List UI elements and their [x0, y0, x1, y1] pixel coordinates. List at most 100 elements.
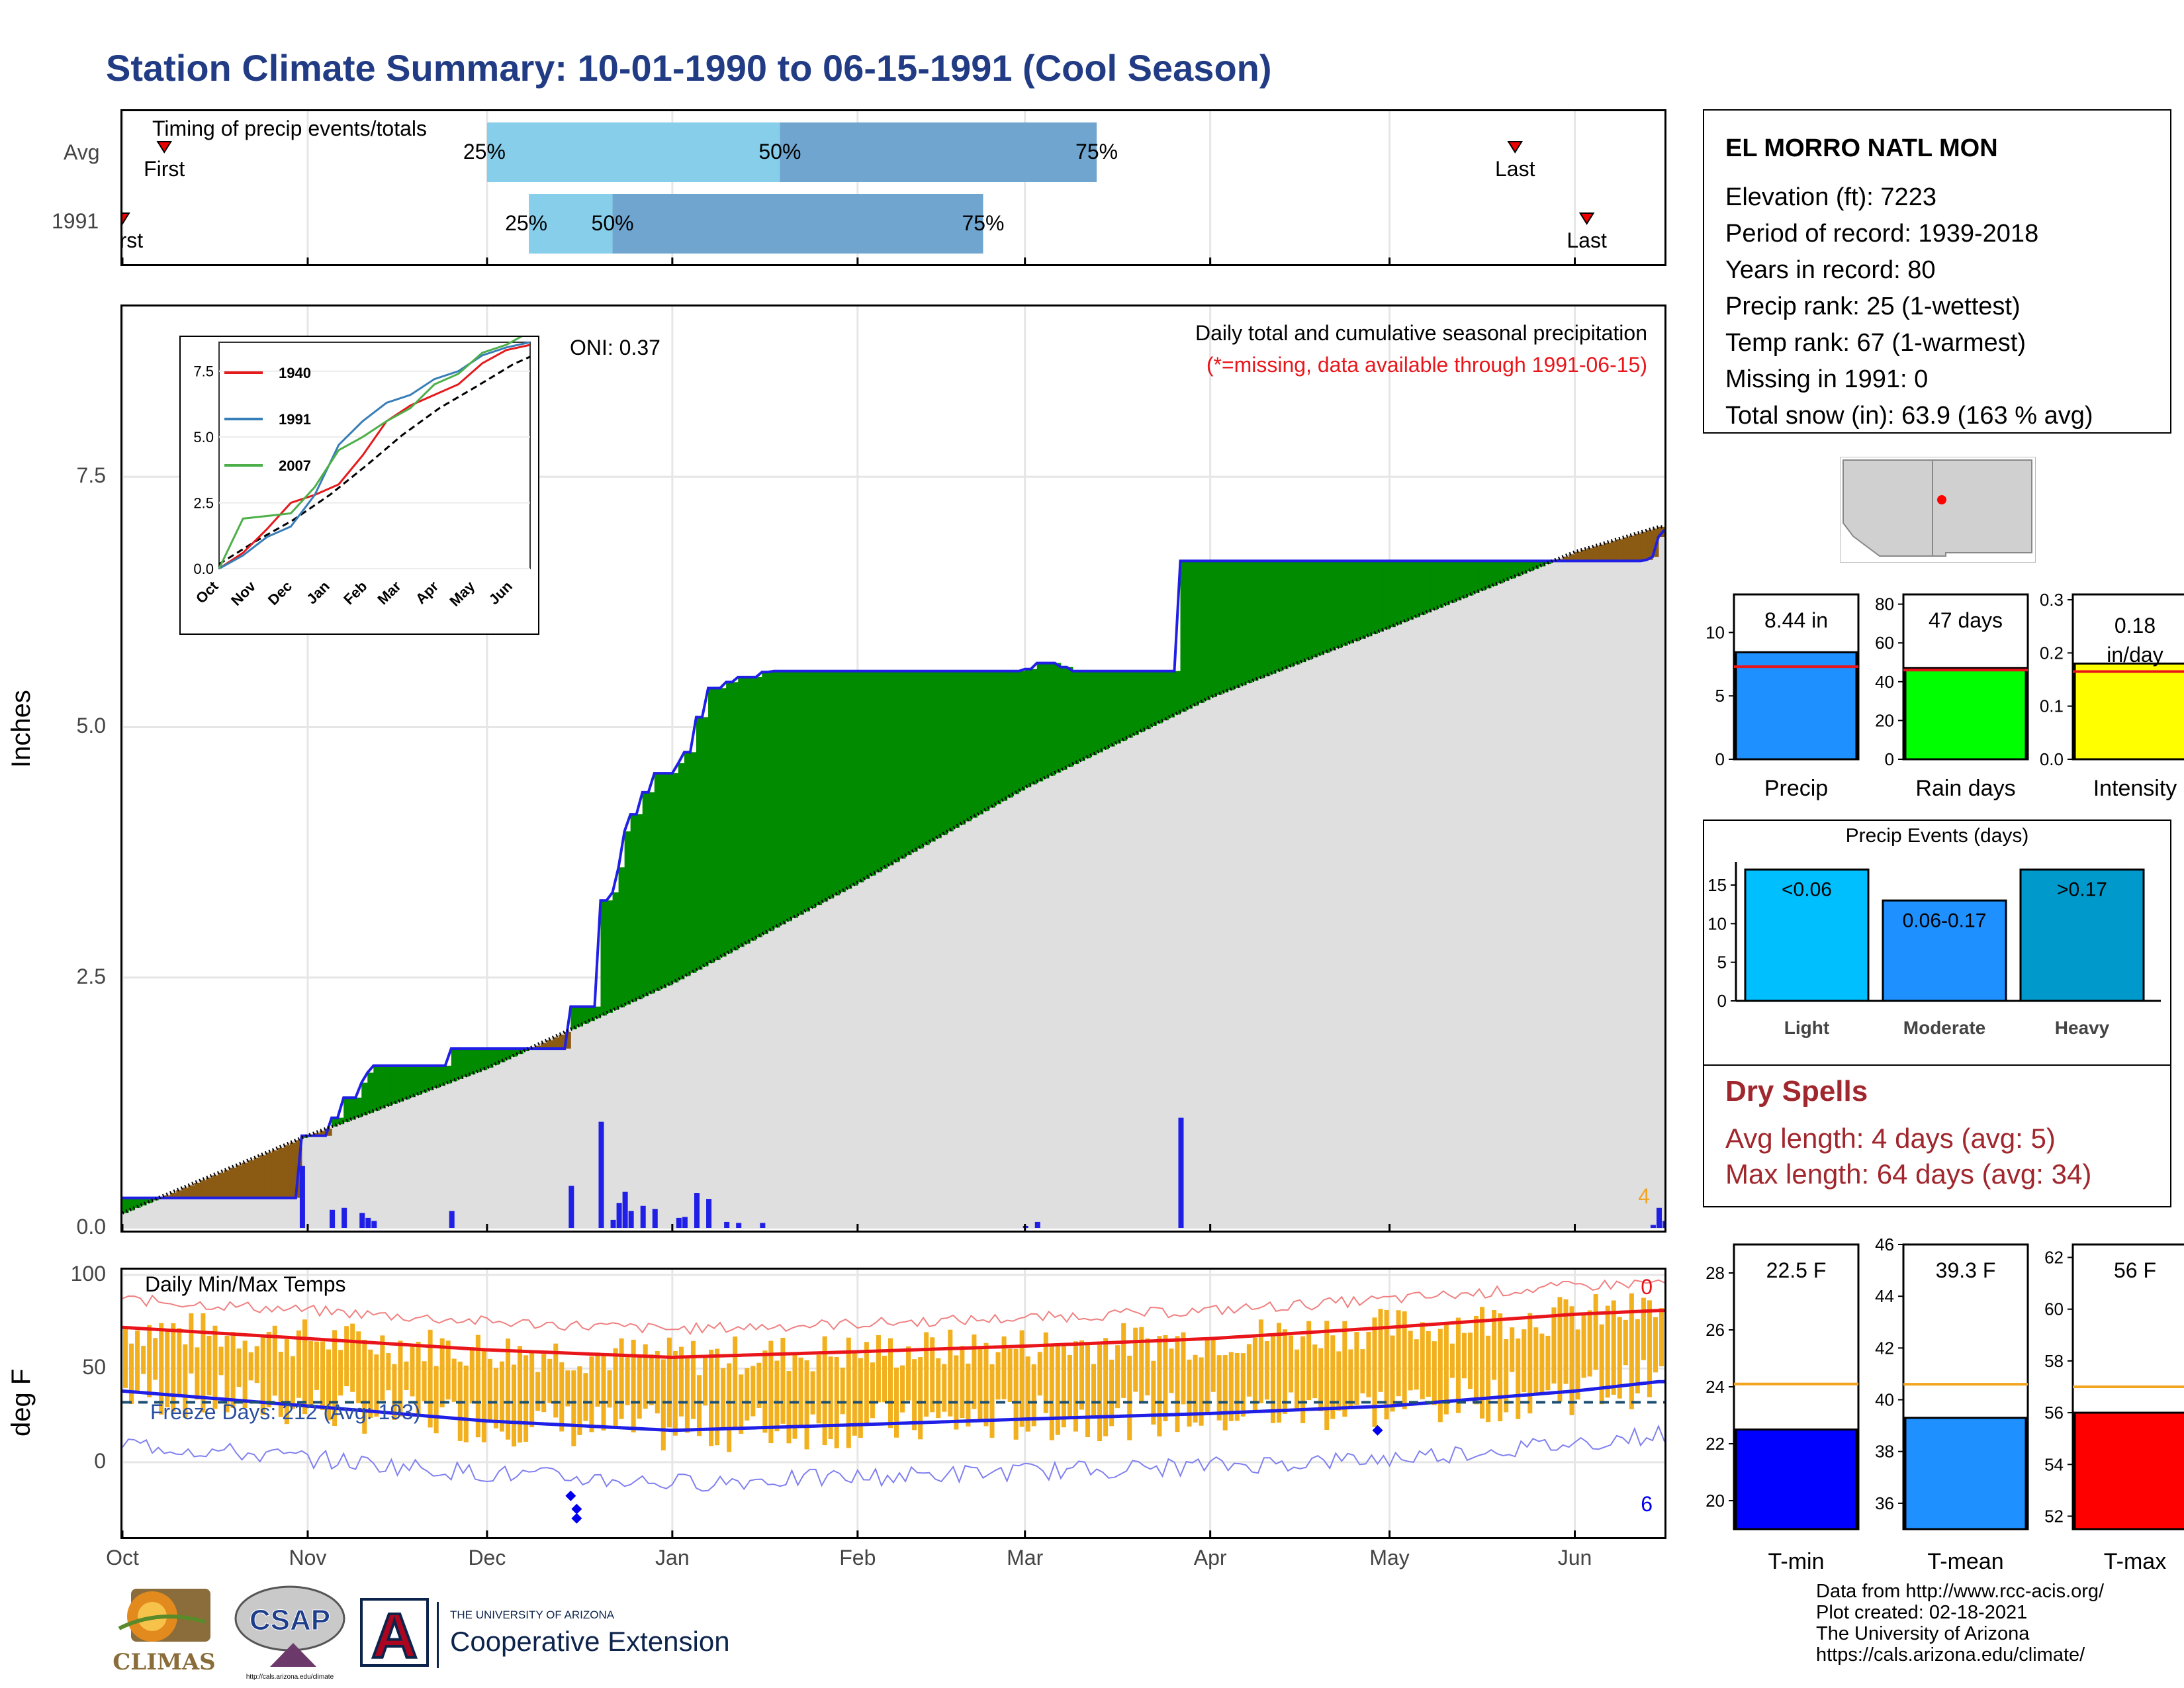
departure-bar	[899, 671, 906, 859]
precip-ylabel: Inches	[7, 690, 36, 768]
daily-temp-bar	[1001, 1336, 1007, 1399]
daily-temp-bar	[1342, 1321, 1347, 1417]
departure-bar	[672, 773, 679, 983]
departure-bar	[893, 671, 900, 863]
departure-bar	[786, 671, 792, 921]
daily-temp-bar	[768, 1340, 774, 1444]
month-label: Mar	[1007, 1546, 1044, 1570]
csap-logo: CSAP http://cals.arizona.edu/climate	[234, 1585, 345, 1681]
daily-temp-bar	[529, 1352, 535, 1428]
departure-bar	[1539, 561, 1545, 567]
daily-temp-bar	[721, 1368, 726, 1428]
departure-bar	[397, 1065, 404, 1102]
departure-bar	[1066, 667, 1073, 767]
daily-temp-bar	[1258, 1319, 1263, 1403]
daily-temp-bar	[1181, 1332, 1186, 1405]
daily-temp-bar	[493, 1368, 498, 1429]
daily-temp-bar	[380, 1335, 385, 1401]
mini-bar-ytick-label: 5	[1715, 686, 1725, 706]
daily-temp-bar	[326, 1349, 332, 1421]
daily-temp-bar	[1455, 1317, 1461, 1413]
record-low-marker	[571, 1513, 582, 1524]
departure-bar	[146, 1197, 153, 1203]
temp-bar-ytick-label: 36	[1875, 1493, 1894, 1513]
precip-events-title: Precip Events (days)	[1845, 825, 2029, 847]
departure-bar	[1497, 561, 1504, 584]
oni-label: ONI: 0.37	[570, 336, 660, 359]
daily-temp-bar	[1629, 1293, 1634, 1409]
station-info: EL MORRO NATL MON Elevation (ft): 7223 P…	[1703, 109, 2171, 434]
daily-temp-bar	[678, 1346, 684, 1417]
daily-temp-bar	[242, 1340, 248, 1408]
temp-bar	[1735, 1429, 1858, 1530]
timing-q50-label: 50%	[592, 211, 634, 235]
departure-bar	[1007, 671, 1014, 798]
daily-temp-bar	[1169, 1348, 1174, 1393]
daily-temp-bar	[1115, 1345, 1120, 1409]
departure-bar	[762, 672, 768, 935]
temp-bar-ytick-label: 60	[2044, 1299, 2064, 1319]
daily-temp-bar	[1539, 1333, 1545, 1395]
departure-bar	[361, 1082, 368, 1115]
temp-bar-ytick-label: 56	[2044, 1403, 2064, 1423]
daily-precip-bar	[706, 1199, 712, 1228]
departure-bar	[857, 671, 864, 882]
temp-bar-ytick-label: 44	[1875, 1286, 1894, 1306]
timing-last-marker	[1578, 212, 1595, 225]
daily-precip-bar	[299, 1166, 305, 1228]
departure-bar	[253, 1158, 261, 1198]
daily-temp-bar	[978, 1346, 983, 1420]
daily-temp-bar	[1587, 1310, 1592, 1377]
daily-temp-bar	[846, 1337, 851, 1448]
events-bar	[2019, 868, 2145, 1002]
precip-summary-bars: 0 5 10 8.44 in Precip 0 20 40 60 80 47 days Rain da…	[1706, 590, 2184, 801]
departure-bar	[588, 1006, 595, 1021]
month-label: Oct	[106, 1546, 139, 1570]
daily-temp-bar	[224, 1335, 230, 1413]
departure-bar	[277, 1147, 285, 1198]
daily-temp-bar	[236, 1348, 242, 1387]
departure-bar	[1569, 554, 1576, 561]
daily-temp-bar	[595, 1352, 600, 1407]
daily-temp-bar	[649, 1354, 654, 1405]
departure-bar	[475, 1049, 482, 1072]
departure-bar	[1306, 561, 1312, 660]
timing-q75-label: 75%	[962, 211, 1004, 235]
departure-bar	[1347, 561, 1354, 643]
departure-bar	[1598, 544, 1606, 561]
departure-bar	[421, 1065, 428, 1093]
average-max-line	[122, 1309, 1664, 1359]
timing-q50-label: 50%	[758, 140, 801, 164]
mini-bar-ytick-label: 0	[1885, 749, 1894, 769]
departure-bar	[1054, 663, 1062, 773]
daily-temp-bar	[1103, 1338, 1109, 1436]
departure-bar	[815, 671, 823, 906]
departure-bar	[935, 671, 942, 839]
departure-bar	[1048, 663, 1056, 776]
departure-bar	[624, 831, 631, 1005]
departure-bar	[971, 671, 978, 818]
departure-bar	[1060, 667, 1068, 770]
departure-bar	[409, 1065, 416, 1098]
daily-temp-bar	[822, 1336, 827, 1445]
daily-temp-bar	[1461, 1333, 1467, 1379]
departure-bar	[242, 1162, 249, 1198]
departure-bar	[654, 773, 661, 991]
precip-ytick-label: 0.0	[76, 1215, 106, 1239]
departure-bar	[1395, 561, 1402, 625]
daily-temp-bar	[672, 1350, 678, 1436]
departure-bar	[1210, 561, 1217, 698]
daily-temp-bar	[356, 1331, 361, 1403]
daily-temp-bar	[828, 1356, 833, 1440]
daily-precip-bar	[1034, 1221, 1040, 1228]
mini-bar-ytick-label: 80	[1875, 594, 1894, 614]
daily-temp-bar	[141, 1346, 146, 1374]
daily-precip-bar	[694, 1193, 700, 1228]
departure-bar	[606, 900, 614, 1013]
daily-temp-bar	[416, 1341, 421, 1417]
departure-bar	[809, 671, 817, 909]
dry-spells-title: Dry Spells	[1725, 1075, 1868, 1107]
departure-bar	[194, 1182, 201, 1198]
daily-temp-bar	[1611, 1300, 1616, 1395]
daily-temp-bar	[177, 1328, 182, 1396]
